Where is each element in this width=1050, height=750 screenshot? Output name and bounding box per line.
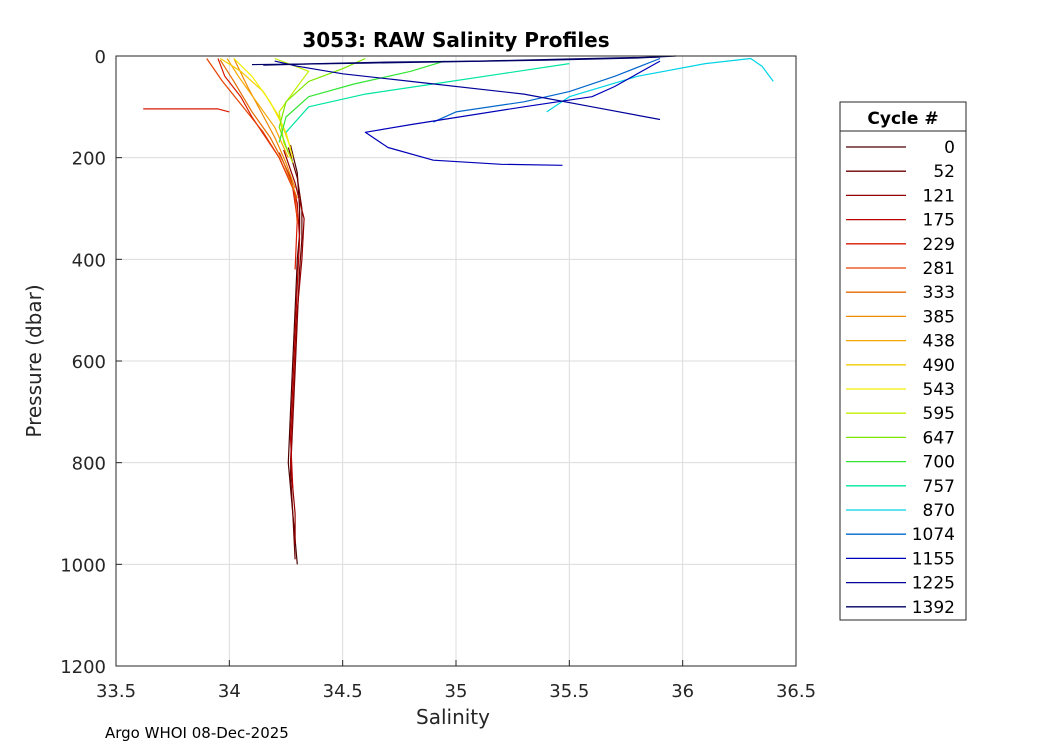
y-tick-label: 400 xyxy=(72,250,106,271)
chart-title: 3053: RAW Salinity Profiles xyxy=(302,28,609,52)
y-tick-label: 200 xyxy=(72,149,106,170)
legend-label: 757 xyxy=(923,477,955,497)
y-tick-label: 1200 xyxy=(60,657,106,678)
legend-label: 700 xyxy=(923,453,955,473)
profile-line xyxy=(546,57,774,113)
y-tick-label: 1000 xyxy=(60,555,106,576)
profile-line xyxy=(219,59,298,199)
legend-label: 1392 xyxy=(912,598,955,618)
x-tick-label: 34 xyxy=(218,681,241,702)
legend-label: 175 xyxy=(923,211,955,231)
legend-label: 333 xyxy=(923,283,955,303)
legend-title: Cycle # xyxy=(867,109,938,129)
footer-credit: Argo WHOI 08-Dec-2025 xyxy=(105,724,289,742)
plot-area xyxy=(143,55,774,565)
legend-label: 870 xyxy=(923,501,955,521)
legend-label: 438 xyxy=(923,332,955,352)
y-tick-label: 800 xyxy=(72,454,106,475)
y-tick-label: 600 xyxy=(72,352,106,373)
y-axis-ticks: 0 200 400 600 800 1000 1200 xyxy=(60,47,122,678)
profile-line xyxy=(364,60,661,166)
x-tick-label: 35.5 xyxy=(549,681,589,702)
legend-label: 647 xyxy=(923,428,955,448)
profile-line xyxy=(433,57,661,123)
legend-label: 490 xyxy=(923,356,955,376)
legend-label: 281 xyxy=(923,259,955,279)
x-tick-label: 34.5 xyxy=(323,681,363,702)
y-tick-label: 0 xyxy=(95,47,106,68)
profile-line xyxy=(285,63,570,133)
profile-line xyxy=(233,58,296,189)
legend-label: 385 xyxy=(923,307,955,327)
legend-label: 229 xyxy=(923,235,955,255)
legend-label: 121 xyxy=(923,186,955,206)
legend-label: 543 xyxy=(923,380,955,400)
x-axis-ticks: 33.5 34 34.5 35 35.5 36 36.5 xyxy=(96,660,816,702)
legend-label: 1155 xyxy=(912,549,955,569)
legend-entries: 0 52 121 175 229 281 333 385 438 490 543 595 647 700 7… xyxy=(846,138,955,618)
legend-label: 0 xyxy=(944,138,955,158)
x-axis-label: Salinity xyxy=(416,705,490,729)
profile-line xyxy=(278,57,366,153)
profile-line xyxy=(226,58,289,158)
legend-label: 52 xyxy=(933,162,955,182)
x-tick-label: 36 xyxy=(671,681,694,702)
legend-label: 595 xyxy=(923,404,955,424)
profile-line xyxy=(233,58,294,158)
legend-label: 1074 xyxy=(912,525,955,545)
profile-line xyxy=(274,57,310,164)
x-tick-label: 35 xyxy=(445,681,468,702)
legend-label: 1225 xyxy=(912,574,955,594)
profile-line xyxy=(278,60,445,143)
x-tick-label: 33.5 xyxy=(96,681,136,702)
profile-line xyxy=(143,108,230,113)
profile-line xyxy=(263,56,661,66)
profile-line xyxy=(219,57,292,148)
x-tick-label: 36.5 xyxy=(776,681,816,702)
profile-line xyxy=(274,60,661,121)
y-axis-label: Pressure (dbar) xyxy=(22,284,46,437)
legend: Cycle # 0 52 121 175 229 281 333 385 438 490 543 59… xyxy=(839,101,967,621)
grid-lines xyxy=(115,55,797,667)
